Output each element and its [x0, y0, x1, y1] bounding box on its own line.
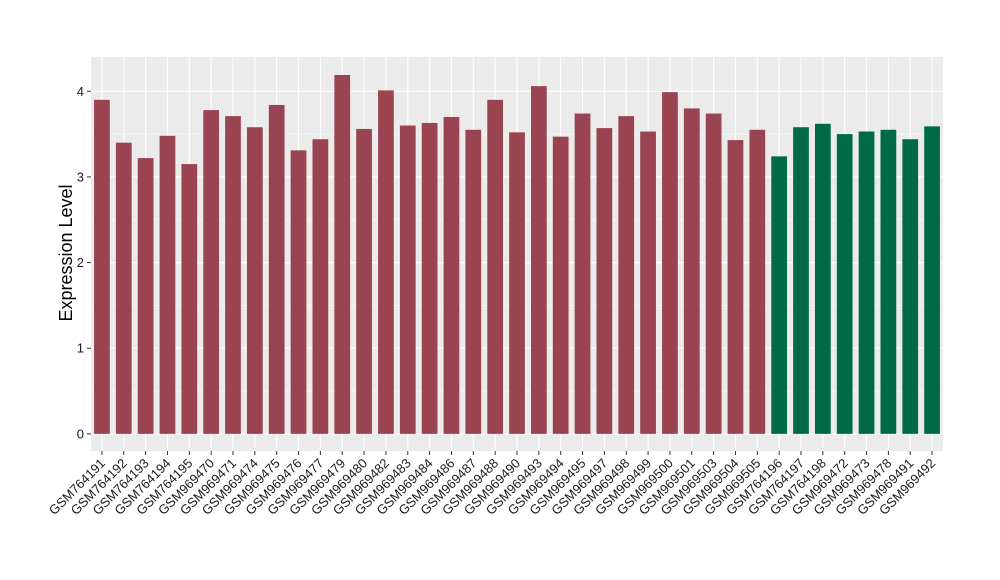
y-tick-label: 4	[77, 84, 84, 99]
bar-GSM764191	[94, 99, 110, 434]
bar-GSM969497	[596, 128, 613, 434]
bar-GSM969493	[530, 86, 547, 434]
bar-GSM969495	[574, 113, 591, 434]
bar-GSM969476	[290, 150, 307, 434]
bar-GSM969490	[509, 132, 525, 434]
bar-GSM969504	[727, 140, 744, 434]
bar-GSM969480	[356, 128, 372, 434]
bar-GSM764198	[814, 123, 831, 434]
bar-GSM969471	[225, 116, 241, 434]
bar-GSM969479	[334, 74, 351, 434]
bar-GSM969499	[640, 131, 656, 434]
bar-GSM969482	[378, 90, 394, 434]
x-axis: GSM764191GSM764192GSM764193GSM764194GSM7…	[46, 451, 938, 518]
bar-GSM969500	[662, 92, 678, 434]
bar-GSM969483	[399, 125, 416, 434]
bars	[94, 74, 940, 434]
bar-GSM764197	[793, 127, 809, 434]
bar-GSM969498	[618, 116, 635, 434]
bar-GSM969477	[312, 139, 329, 434]
bar-GSM764193	[137, 158, 154, 434]
bar-GSM764196	[771, 156, 788, 434]
bar-GSM969505	[749, 129, 766, 434]
y-tick-label: 3	[77, 169, 84, 184]
bar-GSM969474	[246, 127, 263, 434]
bar-GSM969491	[902, 139, 919, 434]
y-axis: 0 1 2 3 4	[77, 84, 91, 441]
bar-GSM764195	[181, 164, 198, 434]
bar-GSM969478	[880, 129, 897, 434]
bar-GSM969475	[268, 104, 285, 434]
bar-GSM969484	[421, 122, 438, 434]
bar-GSM969501	[683, 108, 700, 434]
bar-GSM969470	[203, 110, 220, 434]
bar-GSM764194	[159, 135, 176, 434]
bar-GSM969492	[924, 126, 940, 434]
y-tick-label: 0	[77, 426, 84, 441]
bar-GSM969473	[858, 131, 875, 434]
bar-GSM969494	[552, 136, 569, 434]
bar-GSM969486	[443, 116, 460, 434]
bar-GSM969472	[836, 134, 853, 434]
y-axis-title: Expression Level	[56, 184, 76, 321]
y-tick-label: 2	[77, 255, 84, 270]
y-tick-label: 1	[77, 341, 84, 356]
bar-GSM969503	[705, 113, 722, 434]
bar-GSM764192	[115, 142, 132, 434]
bar-GSM969488	[487, 99, 504, 434]
bar-GSM969487	[465, 129, 482, 434]
